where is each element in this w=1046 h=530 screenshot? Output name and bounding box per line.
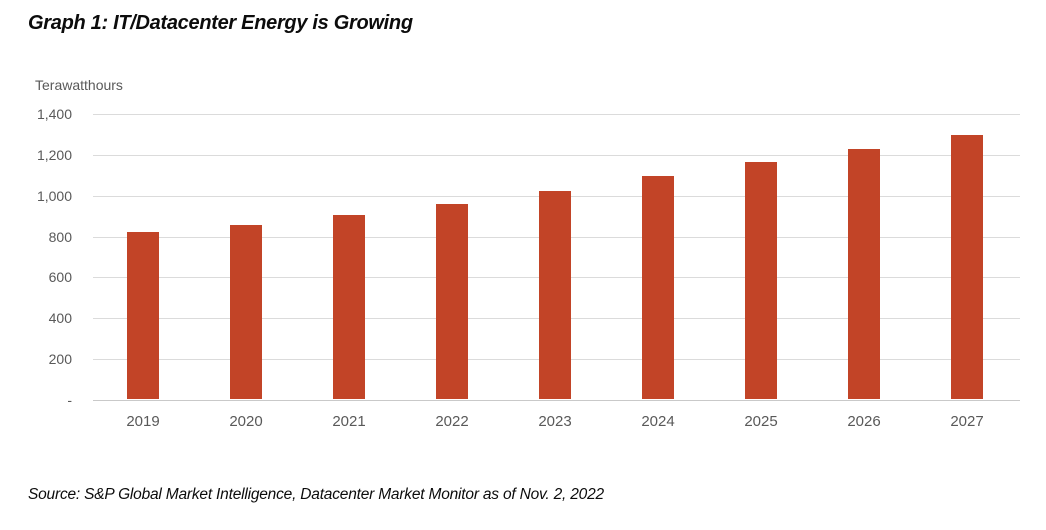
source-note: Source: S&P Global Market Intelligence, … [28,486,604,503]
x-tick-label-2022: 2022 [435,413,469,430]
bar-2027 [951,135,983,399]
y-tick-label: 1,000 [36,187,72,204]
bar-2026 [848,148,880,399]
bar-2024 [642,176,674,399]
x-tick-label-2021: 2021 [332,413,366,430]
y-tick-label: 800 [48,228,72,245]
y-tick-label: 200 [48,351,72,368]
x-tick-label-2024: 2024 [641,413,675,430]
plot-area [93,114,1020,401]
bar-2021 [333,215,365,399]
x-tick-label-2019: 2019 [126,413,160,430]
y-axis-title: Terawatthours [35,77,123,93]
y-tick-label: 1,400 [36,106,72,122]
gridline [93,114,1020,115]
y-tick-label: 600 [48,269,72,286]
x-tick-label-2020: 2020 [229,413,263,430]
x-tick-label-2025: 2025 [744,413,778,430]
y-tick-label: - [67,392,72,408]
bar-2022 [436,203,468,399]
y-tick-label: 400 [48,310,72,327]
x-tick-label-2023: 2023 [538,413,572,430]
bar-2023 [539,190,571,399]
x-tick-label-2027: 2027 [950,413,984,430]
chart-title: Graph 1: IT/Datacenter Energy is Growing [28,12,413,34]
bar-2025 [745,162,777,399]
y-tick-label: 1,200 [36,146,72,163]
x-axis-line [93,400,1020,401]
bar-2019 [127,231,159,399]
gridline [93,154,1020,156]
bar-2020 [230,225,262,399]
x-tick-label-2026: 2026 [847,413,881,430]
